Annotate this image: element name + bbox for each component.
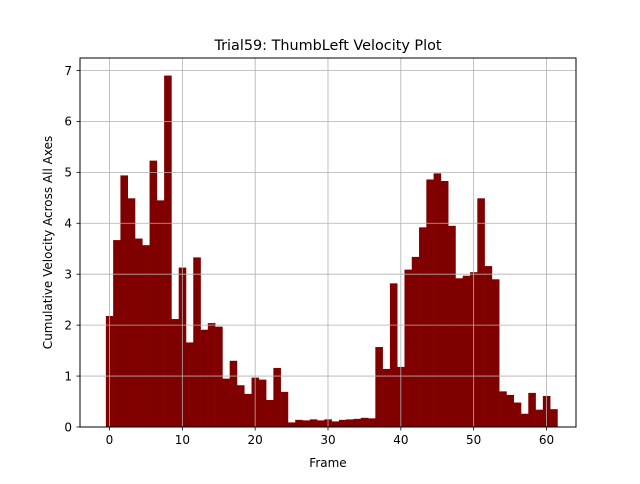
- bar: [404, 269, 413, 427]
- axis-ticks: 0 10 20 30 40 50 60 0 1 2 3 4 5 6 7: [64, 64, 554, 447]
- bar: [244, 393, 252, 427]
- bar: [513, 402, 522, 427]
- bar: [229, 360, 238, 427]
- bar: [360, 417, 369, 427]
- chart-title: Trial59: ThumbLeft Velocity Plot: [213, 38, 441, 54]
- bar: [491, 279, 500, 427]
- bar-series: [105, 75, 558, 427]
- y-tick-label: 3: [64, 268, 72, 282]
- y-tick-label: 2: [64, 318, 72, 332]
- x-tick-label: 40: [393, 433, 408, 447]
- bar: [200, 329, 209, 427]
- bar: [440, 181, 449, 427]
- y-tick-label: 7: [64, 64, 72, 78]
- y-tick-label: 0: [64, 420, 72, 434]
- bar: [338, 419, 347, 427]
- bar: [368, 418, 376, 427]
- bar: [477, 198, 485, 427]
- bar: [462, 275, 471, 427]
- bar: [142, 245, 150, 427]
- bar: [309, 419, 318, 427]
- bar: [389, 283, 398, 427]
- bar: [346, 419, 354, 427]
- bar: [419, 227, 427, 427]
- bar: [375, 347, 383, 427]
- bar: [455, 278, 464, 427]
- bar: [506, 394, 515, 427]
- bar: [528, 392, 536, 427]
- bar: [164, 75, 172, 427]
- x-tick-label: 0: [106, 433, 114, 447]
- bar: [258, 379, 267, 427]
- y-tick-label: 5: [64, 166, 72, 180]
- y-tick-label: 4: [64, 217, 72, 231]
- x-tick-label: 50: [466, 433, 481, 447]
- bar: [317, 420, 325, 427]
- bar: [215, 326, 223, 427]
- bar: [120, 175, 128, 427]
- bar: [535, 409, 544, 427]
- bar: [295, 419, 303, 427]
- bar: [302, 420, 311, 427]
- y-axis-label: Cumulative Velocity Across All Axes: [41, 136, 55, 349]
- y-tick-label: 1: [64, 369, 72, 383]
- bar: [149, 160, 158, 427]
- bar: [521, 413, 529, 427]
- bar: [156, 200, 165, 427]
- bar: [127, 198, 136, 427]
- bar: [222, 378, 230, 427]
- bar: [426, 179, 434, 427]
- bar: [411, 256, 420, 427]
- bar: [287, 422, 296, 427]
- bar: [448, 225, 456, 427]
- bar: [433, 173, 442, 427]
- y-tick-label: 6: [64, 115, 72, 129]
- x-axis-label: Frame: [309, 456, 346, 470]
- bar: [382, 368, 391, 427]
- bar: [134, 238, 143, 427]
- bar: [353, 418, 362, 427]
- bar: [171, 319, 179, 427]
- bar: [331, 421, 340, 427]
- bar: [499, 391, 507, 427]
- bar: [113, 240, 121, 427]
- bar: [207, 323, 216, 427]
- bar: [236, 385, 245, 427]
- x-tick-label: 60: [539, 433, 554, 447]
- bar: [280, 391, 289, 427]
- bar: [193, 257, 201, 427]
- x-tick-label: 10: [175, 433, 190, 447]
- x-tick-label: 20: [248, 433, 263, 447]
- x-tick-label: 30: [320, 433, 335, 447]
- bar: [484, 266, 493, 427]
- bar: [273, 367, 281, 427]
- plot-frame: [79, 57, 577, 428]
- bar: [266, 400, 274, 427]
- bar: [185, 342, 194, 427]
- bar: [550, 409, 558, 427]
